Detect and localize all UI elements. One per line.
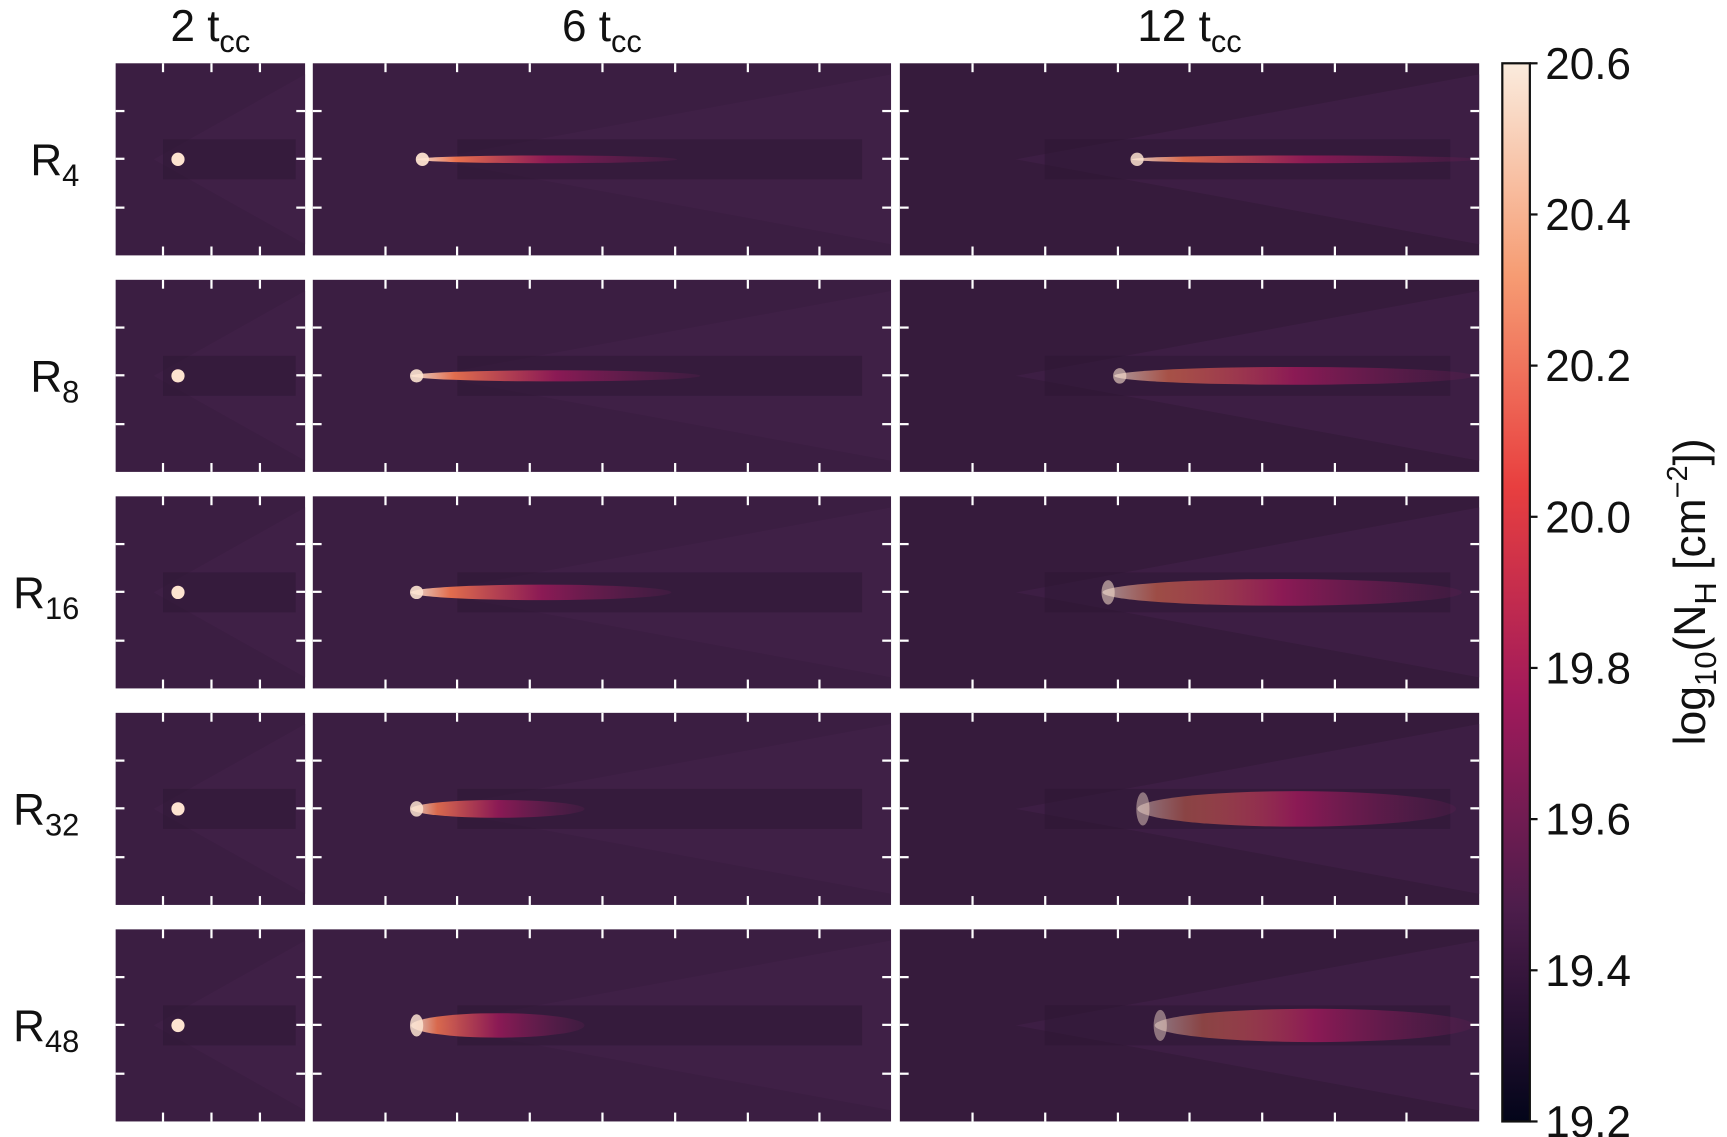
colorbar-tick-label: 20.6 bbox=[1545, 40, 1631, 89]
text-segment: 8 bbox=[62, 374, 79, 409]
text-segment: 16 bbox=[45, 591, 79, 626]
cloud-head bbox=[409, 585, 424, 600]
column-label: 2 tcc bbox=[170, 2, 250, 59]
cloud-head bbox=[171, 1018, 185, 1033]
cloud-tail bbox=[411, 370, 701, 382]
column-label: 6 tcc bbox=[562, 2, 642, 59]
text-segment: 12 t bbox=[1137, 2, 1210, 51]
cloud-head bbox=[171, 585, 185, 600]
cloud-head bbox=[1113, 368, 1127, 384]
cloud-head bbox=[1130, 152, 1144, 166]
text-segment: R bbox=[30, 352, 62, 401]
cloud-tail bbox=[416, 155, 678, 164]
cloud-tail bbox=[1154, 1008, 1474, 1043]
wake bbox=[163, 1005, 296, 1046]
text-segment: 10 bbox=[1688, 652, 1723, 687]
text-segment: 2 t bbox=[170, 2, 219, 51]
colorbar-tick-label: 19.4 bbox=[1545, 947, 1631, 996]
text-segment: 6 t bbox=[562, 2, 611, 51]
wake bbox=[163, 355, 296, 396]
text-segment: R bbox=[13, 569, 45, 618]
text-segment: cc bbox=[1211, 24, 1242, 59]
text-segment: (N bbox=[1666, 605, 1715, 652]
text-segment: 48 bbox=[45, 1024, 79, 1059]
cloud-tail bbox=[1131, 155, 1480, 164]
text-segment: R bbox=[13, 1002, 45, 1051]
row-label: R16 bbox=[13, 569, 79, 626]
cloud-tail bbox=[1114, 366, 1474, 385]
colorbar-tick-label: 20.0 bbox=[1545, 493, 1631, 542]
text-segment: log bbox=[1666, 686, 1715, 745]
cloud-head bbox=[1153, 1009, 1167, 1041]
cloud-head bbox=[1136, 792, 1150, 826]
text-segment: R bbox=[30, 136, 62, 185]
cloud-tail bbox=[1102, 579, 1462, 606]
wake bbox=[163, 788, 296, 829]
row-label: R8 bbox=[30, 352, 79, 409]
cloud-head bbox=[409, 1014, 424, 1037]
colorbar-tick-label: 20.4 bbox=[1545, 191, 1631, 240]
cloud-tail bbox=[1137, 791, 1457, 827]
cloud-tail bbox=[411, 584, 672, 601]
cloud-head bbox=[409, 801, 424, 817]
colorbar-tick-label: 20.2 bbox=[1545, 342, 1631, 391]
cloud-head bbox=[1101, 580, 1115, 605]
cloud-head bbox=[409, 369, 424, 383]
text-segment: R bbox=[13, 785, 45, 834]
text-segment: cc bbox=[611, 24, 642, 59]
cloud-head bbox=[171, 152, 185, 166]
row-label: R4 bbox=[30, 136, 79, 193]
text-segment: [cm bbox=[1666, 498, 1715, 582]
cloud-head bbox=[171, 802, 185, 816]
text-segment: cc bbox=[219, 24, 250, 59]
row-label: R48 bbox=[13, 1002, 79, 1059]
cloud-tail bbox=[411, 800, 585, 818]
column-label: 12 tcc bbox=[1137, 2, 1241, 59]
colorbar-label: log10(NH [cm−2]) bbox=[1662, 438, 1722, 745]
colorbar-tick-label: 19.6 bbox=[1545, 796, 1631, 845]
text-segment: ]) bbox=[1666, 438, 1715, 465]
text-segment: 32 bbox=[45, 807, 79, 842]
wake bbox=[163, 139, 296, 180]
colorbar-tick-label: 19.8 bbox=[1545, 644, 1631, 693]
text-segment: H bbox=[1688, 582, 1723, 604]
colorbar bbox=[1501, 62, 1531, 1123]
text-segment: −2 bbox=[1662, 465, 1694, 498]
text-segment: 4 bbox=[62, 158, 79, 193]
wake bbox=[163, 572, 296, 613]
cloud-head bbox=[415, 152, 429, 166]
row-label: R32 bbox=[13, 785, 79, 842]
cloud-head bbox=[171, 369, 185, 383]
cloud-tail bbox=[411, 1013, 585, 1038]
colorbar-tick-label: 19.2 bbox=[1545, 1098, 1631, 1137]
